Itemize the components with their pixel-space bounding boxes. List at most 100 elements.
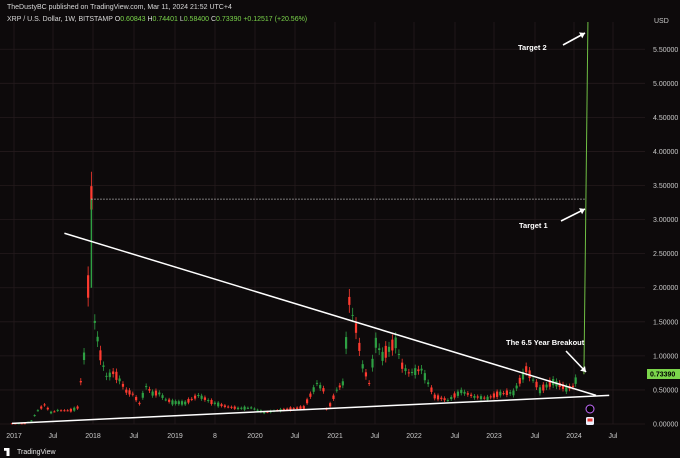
candle-body xyxy=(404,368,407,372)
candle-body xyxy=(456,391,460,396)
y-tick-label: 0.00000 xyxy=(653,422,678,429)
candle-body xyxy=(407,372,410,374)
candle-body xyxy=(528,370,531,378)
candle-body xyxy=(470,394,473,396)
candle-body xyxy=(112,371,115,375)
candle-body xyxy=(492,393,496,398)
chart-header: TheDustyBC published on TradingView.com,… xyxy=(7,3,307,25)
x-tick-label: 2019 xyxy=(167,433,183,440)
candle-body xyxy=(190,398,193,400)
candle-body xyxy=(302,406,305,409)
candle-body xyxy=(102,365,105,367)
x-tick-label: 2017 xyxy=(6,433,22,440)
candle-body xyxy=(499,391,502,396)
candle-body xyxy=(184,401,187,405)
candle-body xyxy=(433,394,436,399)
candle-body xyxy=(90,186,93,210)
candle-body xyxy=(571,385,575,388)
y-tick-label: 4.50000 xyxy=(653,115,678,122)
open-label: O xyxy=(114,15,121,23)
candle-body xyxy=(118,378,121,382)
candle-body xyxy=(79,380,82,383)
target-1-arrow-head xyxy=(579,208,585,215)
candles xyxy=(10,171,577,425)
candle-body xyxy=(151,391,154,396)
candle-body xyxy=(460,389,463,394)
candle-body xyxy=(138,402,141,405)
candle-body xyxy=(315,382,319,384)
candle-body xyxy=(23,423,26,425)
upper-trendline xyxy=(64,232,597,397)
breakout-label: The 6.5 Year Breakout xyxy=(506,338,585,347)
candle-body xyxy=(329,403,332,407)
candle-body xyxy=(368,383,371,385)
low-value: 0.58400 xyxy=(183,15,210,23)
candle-body xyxy=(319,385,322,389)
candle-body xyxy=(250,407,253,409)
candle-body xyxy=(496,391,499,397)
candle-body xyxy=(309,393,312,397)
candle-body xyxy=(378,348,381,350)
candle-body xyxy=(213,402,216,404)
breakout-arrow-head xyxy=(580,366,586,372)
candle-body xyxy=(574,377,577,384)
candle-body xyxy=(256,409,259,411)
candle-body xyxy=(53,411,56,413)
x-tick-label: Jul xyxy=(291,433,300,440)
change-value: +0.12517 (+20.56%) xyxy=(243,15,308,23)
candle-body xyxy=(148,389,151,391)
candle-body xyxy=(358,342,361,351)
candle-body xyxy=(135,396,138,401)
close-label: C xyxy=(210,15,217,23)
currency-label: USD xyxy=(654,18,669,25)
candle-body xyxy=(387,346,391,352)
x-tick-label: Jul xyxy=(451,433,460,440)
candle-body xyxy=(338,385,341,388)
low-label: L xyxy=(179,15,184,23)
candle-body xyxy=(174,401,177,404)
candle-body xyxy=(180,401,184,405)
candle-body xyxy=(542,384,545,391)
candle-body xyxy=(450,397,453,400)
candle-body xyxy=(525,366,528,373)
candle-body xyxy=(131,393,134,395)
candle-body xyxy=(82,352,86,361)
candle-body xyxy=(240,407,243,409)
x-tick-label: 2020 xyxy=(247,433,263,440)
symbol-title: XRP / U.S. Dollar, 1W, BITSTAMP xyxy=(7,15,113,23)
candle-body xyxy=(427,382,430,385)
candle-body xyxy=(417,369,420,372)
high-value: 0.74401 xyxy=(152,15,178,23)
tradingview-footer: TradingView xyxy=(4,448,56,456)
target-2-label: Target 2 xyxy=(518,43,547,52)
candle-body xyxy=(171,400,174,405)
candle-body xyxy=(296,407,299,409)
y-tick-label: 3.50000 xyxy=(653,183,678,190)
candle-body xyxy=(410,371,414,373)
y-tick-label: 1.00000 xyxy=(653,353,678,360)
x-tick-label: 2024 xyxy=(566,433,582,440)
candle-body xyxy=(502,393,505,395)
candle-body xyxy=(243,406,246,410)
x-tick-label: Jul xyxy=(371,433,380,440)
candle-body xyxy=(548,380,551,387)
candle-body xyxy=(286,408,289,410)
candle-body xyxy=(253,408,256,410)
candle-body xyxy=(158,392,161,395)
candle-body xyxy=(10,423,14,425)
x-tick-label: Jul xyxy=(49,433,58,440)
candle-body xyxy=(168,399,171,402)
candle-body xyxy=(263,411,266,414)
candle-body xyxy=(99,350,102,361)
candle-body xyxy=(466,393,469,395)
candle-body xyxy=(125,389,128,393)
candle-body xyxy=(394,337,397,349)
candle-body xyxy=(332,395,335,399)
candle-body xyxy=(361,364,364,369)
candle-body xyxy=(515,385,518,389)
candle-body xyxy=(348,296,351,305)
candle-body xyxy=(203,397,207,400)
candle-body xyxy=(289,407,292,411)
candle-body xyxy=(69,408,72,412)
